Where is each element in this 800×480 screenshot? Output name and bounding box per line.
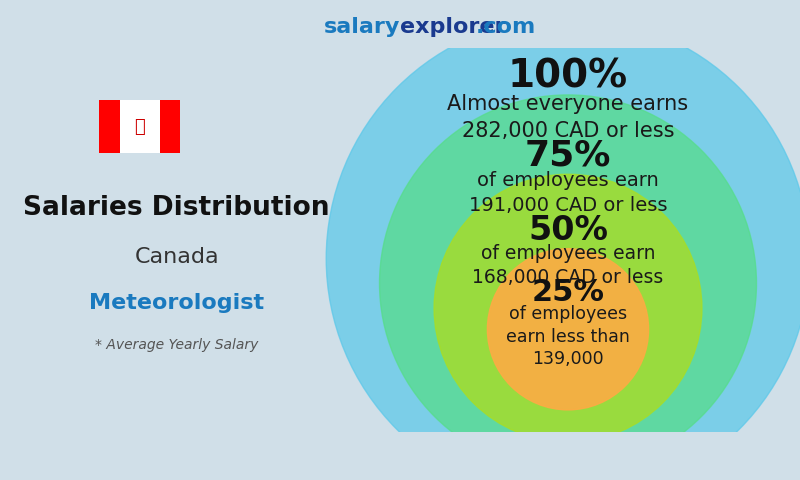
Text: 139,000: 139,000	[532, 350, 604, 368]
Text: salary: salary	[324, 17, 400, 37]
Circle shape	[487, 249, 649, 410]
Text: 🍁: 🍁	[134, 118, 146, 136]
Text: 100%: 100%	[508, 57, 628, 96]
Text: 50%: 50%	[528, 214, 608, 247]
Text: explorer: explorer	[400, 17, 506, 37]
Text: earn less than: earn less than	[506, 328, 630, 346]
FancyBboxPatch shape	[99, 100, 120, 153]
Text: of employees earn: of employees earn	[477, 171, 659, 190]
Text: of employees: of employees	[509, 305, 627, 324]
Text: .com: .com	[476, 17, 536, 37]
Text: 25%: 25%	[531, 277, 605, 307]
Text: Meteorologist: Meteorologist	[89, 293, 264, 313]
FancyBboxPatch shape	[99, 100, 180, 153]
Circle shape	[326, 17, 800, 480]
Text: of employees earn: of employees earn	[481, 244, 655, 263]
Text: 282,000 CAD or less: 282,000 CAD or less	[462, 121, 674, 141]
Text: 75%: 75%	[525, 139, 611, 173]
Circle shape	[379, 95, 757, 472]
Text: * Average Yearly Salary: * Average Yearly Salary	[95, 338, 258, 352]
Text: 191,000 CAD or less: 191,000 CAD or less	[469, 196, 667, 215]
Text: Salaries Distribution: Salaries Distribution	[23, 195, 330, 221]
Circle shape	[434, 174, 702, 442]
Text: Almost everyone earns: Almost everyone earns	[447, 94, 689, 114]
Text: Canada: Canada	[134, 247, 219, 267]
FancyBboxPatch shape	[160, 100, 180, 153]
Text: 168,000 CAD or less: 168,000 CAD or less	[472, 268, 664, 287]
